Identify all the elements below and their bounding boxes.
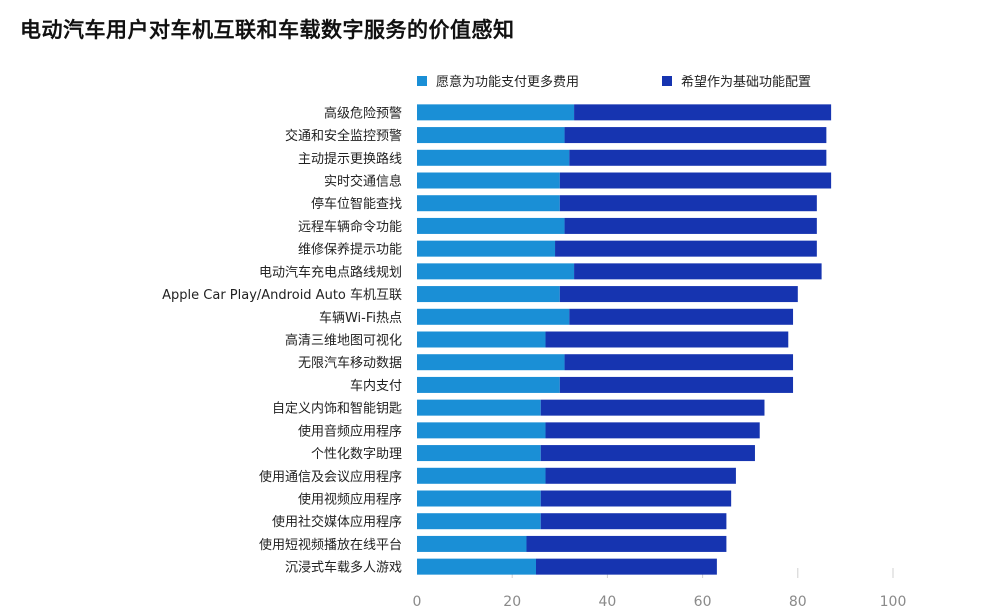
category-label: 个性化数字助理 [311, 447, 402, 462]
bar-segment [417, 149, 570, 166]
bar-segment [564, 354, 794, 371]
legend-label: 愿意为功能支付更多费用 [436, 74, 579, 90]
bar-segment [564, 127, 827, 144]
bar-segment [574, 263, 822, 280]
category-label: 无限汽车移动数据 [298, 355, 402, 371]
bar-segment [540, 513, 727, 530]
category-label: 电动汽车充电点路线规划 [259, 264, 402, 280]
legend: 愿意为功能支付更多费用 希望作为基础功能配置 [417, 74, 811, 90]
category-label: 车辆Wi-Fi热点 [319, 310, 402, 326]
bar-segment [417, 240, 556, 257]
bar-segment [526, 535, 727, 552]
bar-segment [417, 308, 570, 325]
bar-segment [417, 354, 565, 371]
bar-segment [545, 331, 789, 348]
category-label: Apple Car Play/Android Auto 车机互联 [162, 287, 402, 303]
bar-segment [574, 104, 832, 121]
category-label: 沉浸式车载多人游戏 [285, 560, 402, 576]
category-label: 使用音频应用程序 [298, 423, 402, 439]
category-label: 高级危险预警 [324, 105, 402, 121]
category-label: 车内支付 [350, 378, 402, 394]
bar-segment [417, 195, 560, 212]
bar-segment [545, 422, 760, 439]
bar-segment [417, 376, 560, 393]
category-label: 使用社交媒体应用程序 [272, 514, 402, 530]
category-label: 维修保养提示功能 [298, 242, 402, 258]
category-label: 远程车辆命令功能 [298, 219, 402, 235]
bar-segment [417, 286, 560, 303]
category-label: 使用通信及会议应用程序 [259, 469, 402, 485]
bar-segment [564, 217, 817, 234]
bar-segment [417, 127, 565, 144]
category-label: 实时交通信息 [324, 174, 402, 190]
category-label: 高清三维地图可视化 [285, 333, 402, 349]
bar-segment [417, 513, 541, 530]
bar-segment [417, 535, 527, 552]
bar-segment [417, 172, 560, 189]
x-tick-label: 0 [413, 594, 422, 610]
x-axis-ticks: 0 20 40 60 80 100 [413, 594, 907, 610]
bar-segment [536, 558, 717, 575]
x-tick-label: 100 [880, 594, 907, 610]
bar-segment [417, 490, 541, 507]
bars [417, 104, 832, 575]
bar-segment [417, 467, 546, 484]
category-label: 主动提示更换路线 [298, 151, 402, 167]
bar-segment [417, 104, 575, 121]
category-labels: 高级危险预警交通和安全监控预警主动提示更换路线实时交通信息停车位智能查找远程车辆… [162, 105, 402, 575]
bar-segment [569, 308, 794, 325]
category-label: 使用视频应用程序 [298, 492, 402, 508]
x-tick-label: 40 [598, 594, 616, 610]
bar-segment [417, 558, 536, 575]
bar-segment [555, 240, 817, 257]
bar-segment [559, 376, 794, 393]
bar-segment [540, 490, 732, 507]
bar-segment [417, 331, 546, 348]
x-tick-label: 20 [503, 594, 521, 610]
bar-segment [417, 422, 546, 439]
bar-segment [569, 149, 827, 166]
bar-segment [540, 399, 765, 416]
category-label: 停车位智能查找 [311, 196, 402, 212]
bar-segment [417, 399, 541, 416]
bar-segment [417, 217, 565, 234]
legend-swatch [662, 76, 672, 86]
legend-swatch [417, 76, 427, 86]
category-label: 交通和安全监控预警 [285, 128, 402, 144]
bar-segment [559, 195, 817, 212]
bar-segment [545, 467, 736, 484]
bar-segment [417, 263, 575, 280]
bar-segment [417, 445, 541, 462]
category-label: 自定义内饰和智能钥匙 [272, 401, 402, 417]
x-tick-label: 60 [694, 594, 712, 610]
category-label: 使用短视频播放在线平台 [259, 537, 402, 553]
bar-segment [559, 286, 798, 303]
bar-segment [540, 445, 755, 462]
x-tick-label: 80 [789, 594, 807, 610]
chart-title: 电动汽车用户对车机互联和车载数字服务的价值感知 [20, 18, 515, 42]
bar-segment [559, 172, 832, 189]
legend-label: 希望作为基础功能配置 [681, 74, 811, 90]
